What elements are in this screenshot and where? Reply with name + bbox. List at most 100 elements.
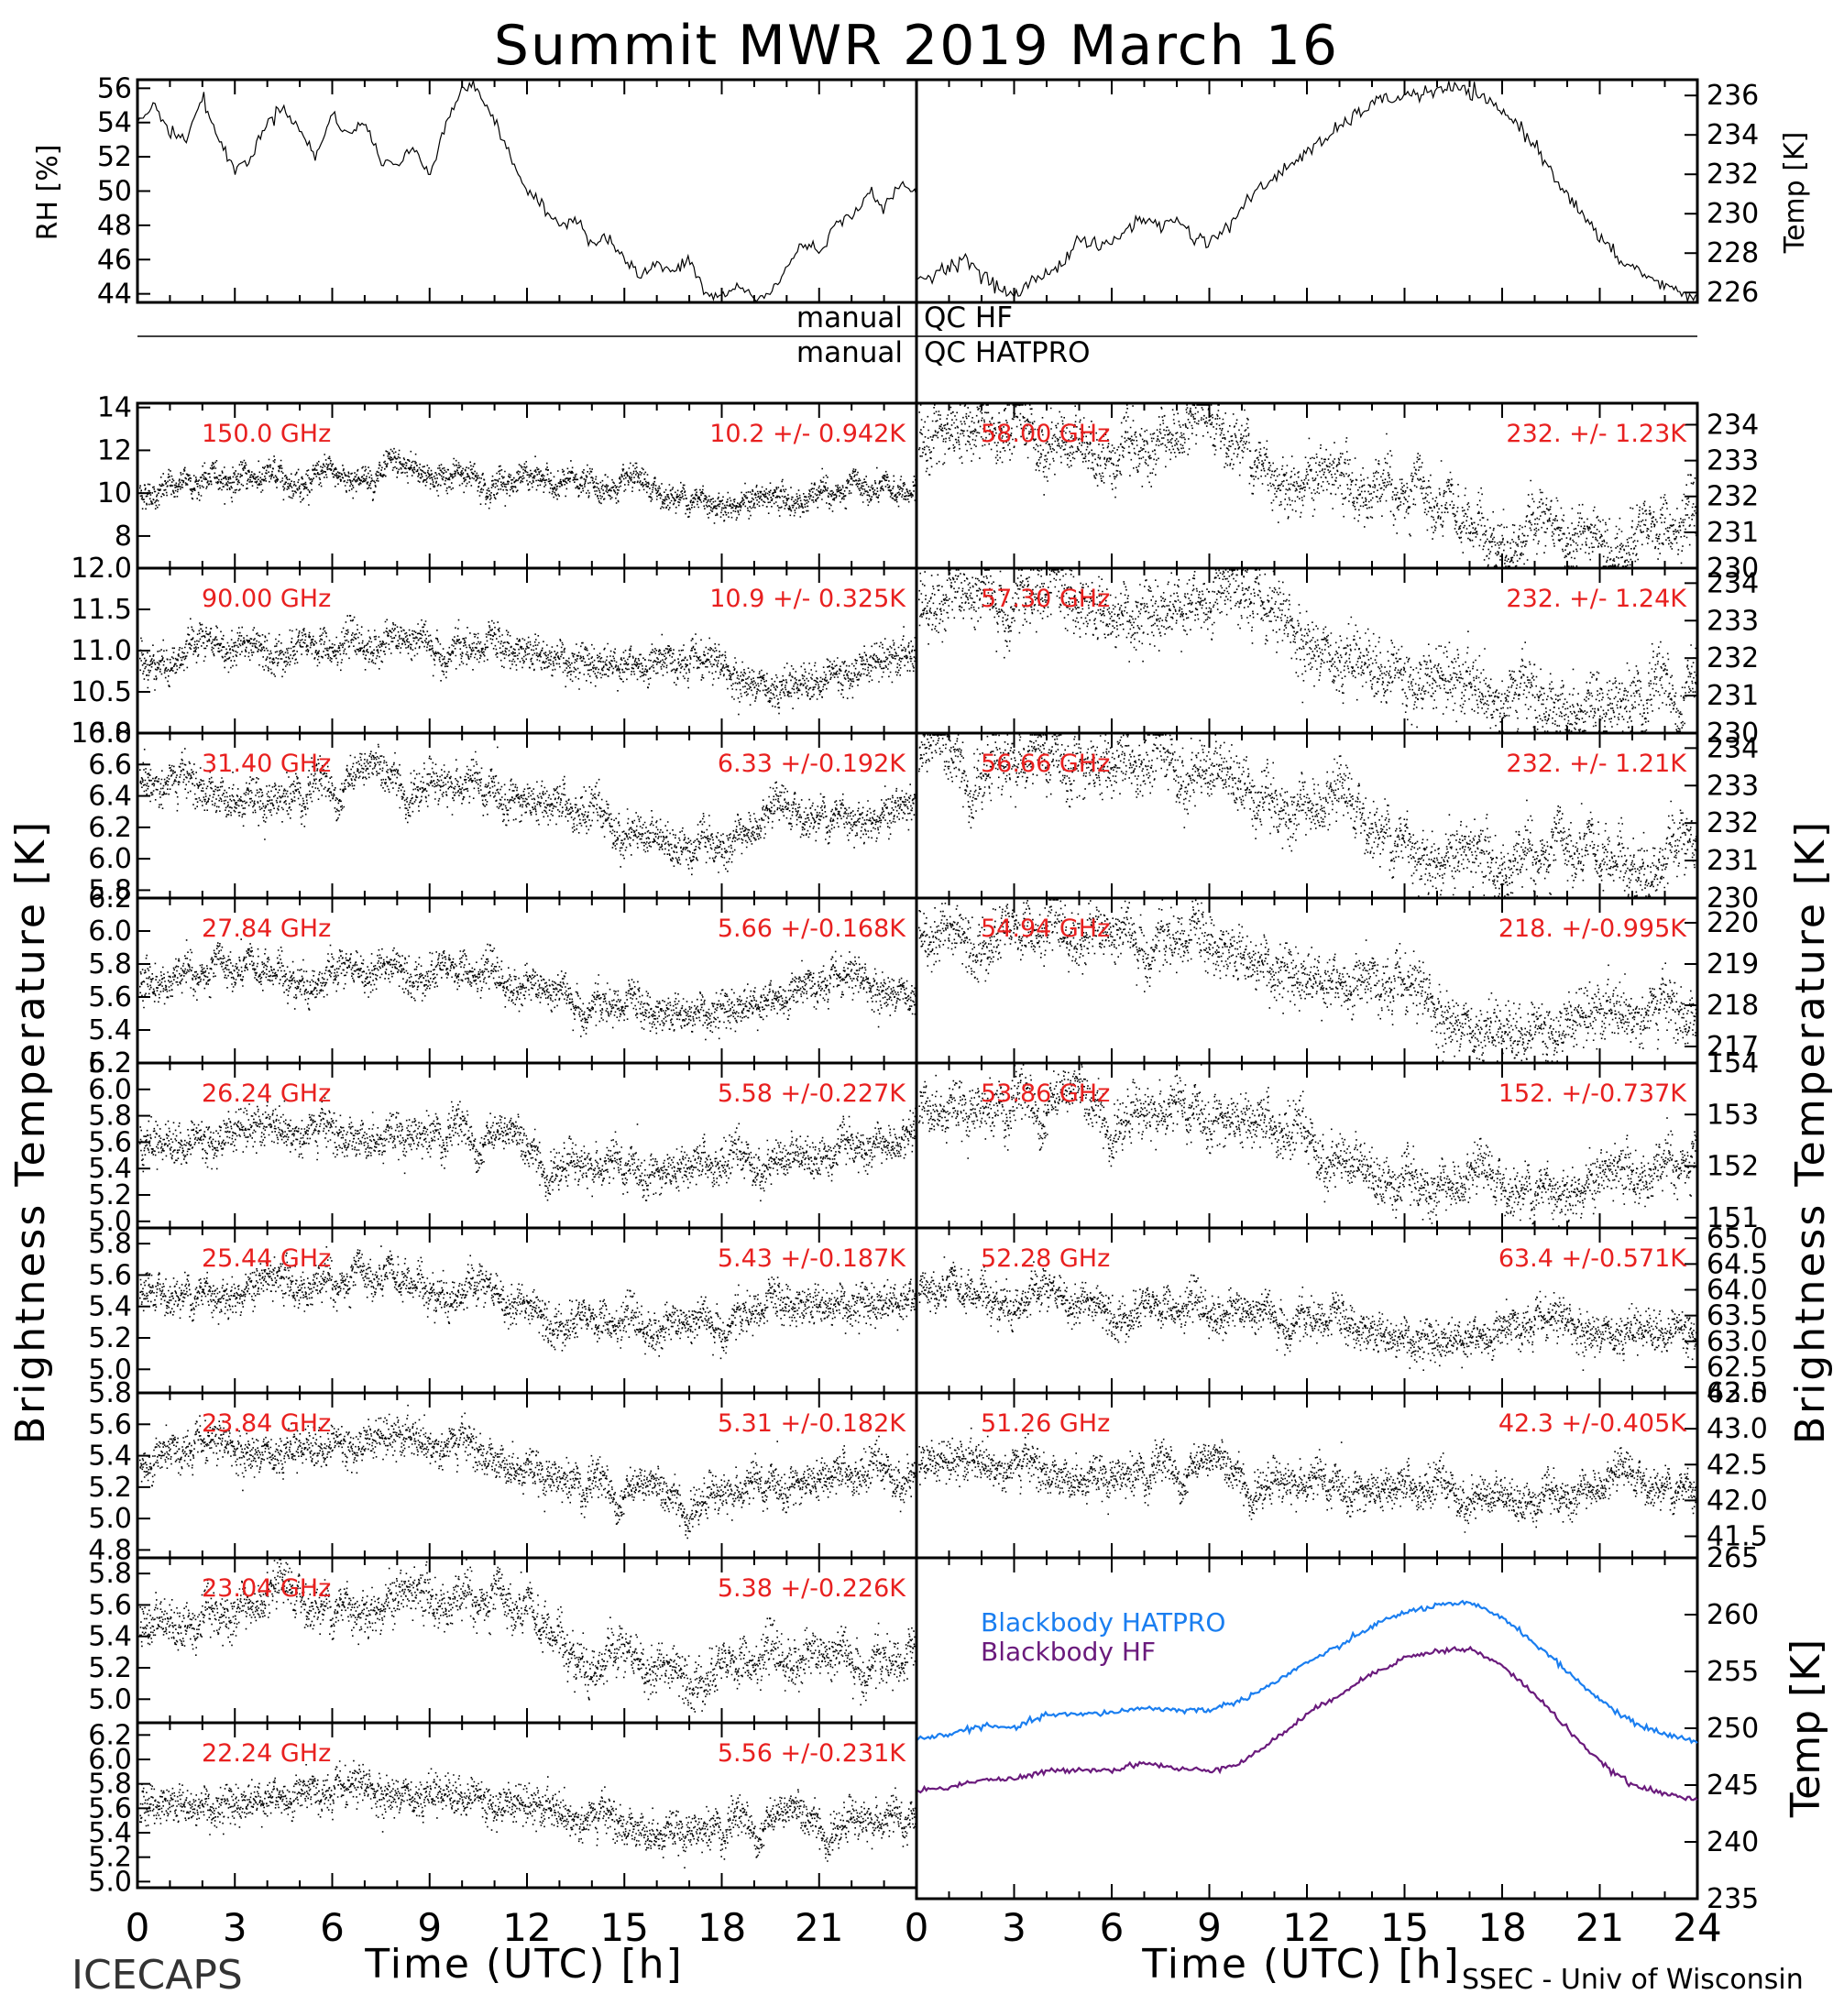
y-tick-label: 6.8	[88, 718, 132, 750]
y-tick-label: 43.0	[1707, 1413, 1768, 1445]
data-line-rh	[137, 80, 917, 302]
y-tick-label: 231	[1707, 517, 1759, 549]
x-tick-label: 3	[223, 1905, 247, 1950]
y-tick-label: 63.0	[1707, 1326, 1768, 1358]
y-tick-label: 235	[1707, 1883, 1759, 1915]
chart-title: Summit MWR 2019 March 16	[494, 14, 1339, 78]
stat-label: 10.2 +/- 0.942K	[709, 420, 906, 448]
y-tick-label: 231	[1707, 680, 1759, 712]
data-points-f51	[918, 1427, 1697, 1533]
y-tick-label: 5.4	[88, 1014, 132, 1046]
y-tick-label: 5.2	[88, 1842, 132, 1874]
y-tick-label: 42.0	[1707, 1485, 1768, 1517]
blackbody-axis-label: Temp [K]	[1783, 1639, 1829, 1818]
y-tick-label: 230	[1707, 553, 1759, 585]
y-tick-label: 62.0	[1707, 1377, 1768, 1409]
y-tick-label: 233	[1707, 770, 1759, 802]
stat-label: 5.56 +/-0.231K	[718, 1739, 906, 1768]
legend-entry-0: Blackbody HATPRO	[981, 1607, 1225, 1638]
y-tick-label: 5.0	[88, 1683, 132, 1715]
y-tick-label: 217	[1707, 1031, 1759, 1063]
y-tick-label: 5.2	[88, 1179, 132, 1211]
frequency-label: 150.0 GHz	[202, 420, 331, 448]
y-tick-label: 6.2	[88, 1719, 132, 1751]
x-tick-label: 9	[1197, 1905, 1222, 1950]
y-tick-label: 230	[1707, 882, 1759, 915]
y-tick-label: 5.0	[88, 1353, 132, 1386]
y-tick-label: 5.8	[88, 1101, 132, 1133]
y-tick-label: 151	[1707, 1202, 1759, 1234]
data-points-f90	[139, 615, 916, 716]
panel-temp: 226 228 230 232 234 236 Temp [K]	[915, 78, 1811, 309]
frequency-label: 25.44 GHz	[202, 1244, 331, 1273]
y-tick-label: 5.0	[88, 1206, 132, 1238]
x-tick-label: 18	[1477, 1905, 1526, 1950]
y-tick-label: 64.0	[1707, 1275, 1768, 1307]
y-tick-label: 230	[1707, 198, 1759, 230]
footer-right-text: SSEC - Univ of Wisconsin	[1462, 1964, 1804, 1996]
y-tick-label: 250	[1707, 1713, 1759, 1745]
panel-f56: 230 231 232 233 234 56.66 GHz 232. +/- 1.21K	[915, 731, 1759, 915]
data-points-f56	[918, 734, 1697, 897]
y-tick-label: 6.2	[88, 812, 132, 844]
qc-hf-right-label: QC HF	[924, 301, 1013, 334]
panel-f53: 151 152 153 154 53.86 GHz 152. +/-0.737K	[915, 1047, 1759, 1234]
x-tick-label: 0	[905, 1905, 929, 1950]
y-tick-label: 5.8	[88, 1228, 132, 1260]
y-tick-label: 5.2	[88, 1047, 132, 1079]
y-tick-label: 4.8	[88, 1534, 132, 1566]
y-tick-label: 6.4	[88, 781, 132, 813]
y-tick-label: 8	[115, 520, 132, 553]
y-tick-label: 240	[1707, 1826, 1759, 1858]
qc-hf-left-label: manual	[796, 301, 903, 334]
frequency-label: 27.84 GHz	[202, 915, 331, 943]
stat-label: 5.66 +/-0.168K	[718, 915, 906, 943]
y-tick-label: 231	[1707, 845, 1759, 877]
y-tick-label: 6.0	[88, 1074, 132, 1106]
legend-entry-1: Blackbody HF	[981, 1637, 1156, 1667]
x-tick-label: 21	[795, 1905, 843, 1950]
y-tick-label: 230	[1707, 718, 1759, 750]
stat-label: 6.33 +/-0.192K	[718, 750, 906, 778]
stat-label: 232. +/- 1.21K	[1506, 750, 1687, 778]
data-points-f26	[139, 1090, 916, 1202]
y-tick-label: 234	[1707, 567, 1759, 599]
y-tick-label: 5.8	[88, 1769, 132, 1801]
x-tick-label: 15	[1380, 1905, 1429, 1950]
y-tick-label: 219	[1707, 948, 1759, 981]
data-points-f23_04	[139, 1559, 916, 1713]
frequency-label: 56.66 GHz	[981, 750, 1110, 778]
y-tick-label: 50	[97, 176, 132, 208]
panel-f25: 5.05.25.45.65.8 25.44 GHz 5.43 +/-0.187K	[88, 1226, 918, 1395]
stat-label: 42.3 +/-0.405K	[1498, 1409, 1687, 1438]
data-points-f57	[918, 569, 1697, 732]
y-tick-label: 48	[97, 210, 132, 242]
panel-f150: 8 10 12 14 150.0 GHz 10.2 +/- 0.942K	[97, 392, 918, 570]
data-points-f22	[139, 1759, 916, 1868]
y-tick-label: 52	[97, 141, 132, 173]
y-tick-label: 44	[97, 279, 132, 311]
x-tick-label: 24	[1673, 1905, 1721, 1950]
y-tick-label: 6.0	[88, 1744, 132, 1776]
frequency-label: 57.30 GHz	[981, 585, 1110, 613]
data-points-f58	[918, 404, 1697, 567]
y-tick-label: 233	[1707, 605, 1759, 637]
y-tick-label: 65.0	[1707, 1222, 1768, 1255]
y-tick-label: 5.8	[88, 1377, 132, 1409]
y-tick-label: 5.8	[88, 948, 132, 981]
y-axis-label-left: Brightness Temperature [K]	[7, 819, 54, 1444]
x-axis-label-right: Time (UTC) [h]	[1141, 1941, 1460, 1988]
panel-f31: 5.86.06.26.46.66.8 31.40 GHz 6.33 +/-0.192…	[88, 718, 918, 906]
x-tick-label: 9	[417, 1905, 442, 1950]
y-tick-label: 12	[97, 434, 132, 466]
series-line-1	[916, 1645, 1698, 1802]
data-points-f27	[139, 938, 916, 1041]
stat-label: 63.4 +/-0.571K	[1498, 1244, 1687, 1273]
stat-label: 5.38 +/-0.226K	[718, 1574, 906, 1603]
frequency-label: 22.24 GHz	[202, 1739, 331, 1768]
y-tick-label: 62.5	[1707, 1352, 1768, 1384]
y-tick-label: 232	[1707, 481, 1759, 513]
stat-label: 218. +/-0.995K	[1498, 915, 1687, 943]
y-tick-label: 255	[1707, 1656, 1759, 1688]
y-tick-label: 6.2	[88, 882, 132, 915]
